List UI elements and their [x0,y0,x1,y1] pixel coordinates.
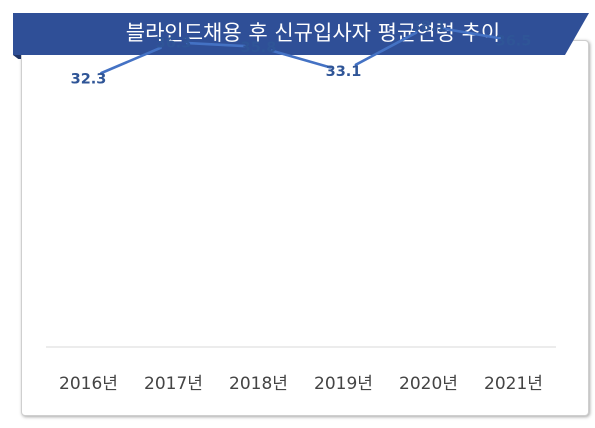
x-tick-layer: 2016년 2017년 2018년 2019년 2020년 2021년 [59,374,543,394]
x-tick-label: 2016년 [59,374,118,394]
data-label: 33.1 [326,64,362,80]
data-label: 36.5 [496,34,532,50]
x-tick-label: 2019년 [314,374,373,394]
chart-title: 블라인드채용 후 신규입사자 평균연령 추이 [125,21,501,45]
data-label-layer: 32.3 36.3 35.8 33.1 38.1 36.5 [71,19,532,87]
series-line-segment [186,41,246,48]
data-label: 36.3 [156,35,192,51]
x-tick-label: 2017년 [144,374,203,394]
series-layer [100,27,502,75]
x-tick-label: 2020년 [399,374,458,394]
data-label: 32.3 [71,72,107,88]
series-line-segment [440,27,502,40]
title-banner: 블라인드채용 후 신규입사자 평균연령 추이 [13,13,589,59]
series-line-segment [100,46,162,75]
series-line-segment [270,49,332,69]
x-tick-label: 2018년 [229,374,288,394]
data-label: 38.1 [411,19,447,35]
x-tick-label: 2021년 [484,374,543,394]
data-label: 35.8 [241,40,277,56]
series-line-segment [354,31,418,66]
chart-card [21,40,589,416]
